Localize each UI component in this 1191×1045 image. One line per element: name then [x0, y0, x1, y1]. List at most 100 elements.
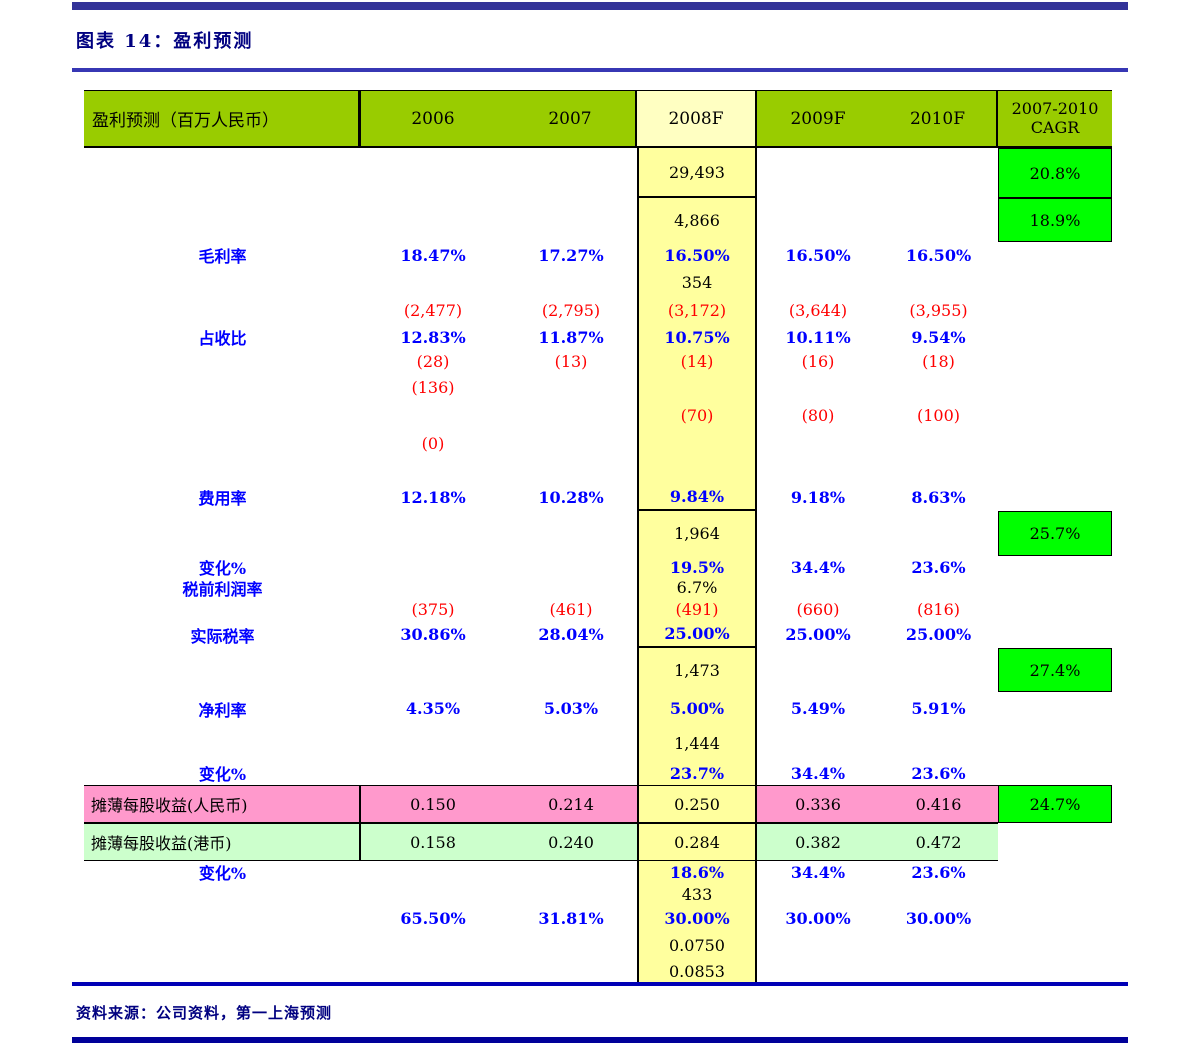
value-cell: 6.7% [637, 578, 757, 597]
cell-value: 354 [681, 272, 713, 292]
cell-value: (3,644) [788, 301, 848, 320]
value-cell: 11.87% [505, 325, 637, 349]
cell-value: (16) [801, 351, 835, 371]
value-cell [361, 458, 505, 483]
value-cell [361, 578, 505, 597]
table-row: 1,444 [84, 725, 1112, 761]
cell-value: (100) [916, 405, 961, 425]
cell-value: 16.50% [785, 245, 851, 265]
header-cell-2010f: 2010F [879, 91, 998, 146]
cagr-cell [998, 349, 1112, 373]
cell-value: 9.84% [669, 486, 725, 506]
cell-value: (491) [675, 599, 719, 619]
cagr-cell [998, 905, 1112, 932]
cell-value: 0.240 [548, 832, 594, 852]
header-cell-2006: 2006 [361, 91, 505, 146]
value-cell: 0.382 [757, 823, 879, 861]
cell-value: 1,444 [674, 733, 720, 753]
row-label-cell: 变化% [84, 761, 361, 785]
value-cell [505, 958, 637, 985]
cell-value: 30.86% [400, 625, 466, 644]
cell-value: 0.284 [674, 832, 720, 852]
value-cell [637, 458, 757, 483]
table-row: 摊薄每股收益(人民币) 0.150 0.214 0.250 0.336 0.416 24.7… [84, 785, 1112, 823]
cell-value: 5.49% [790, 699, 846, 718]
row-label-cell: 净利率 [84, 692, 361, 725]
row-label: 费用率 [198, 489, 247, 508]
cell-value: (14) [680, 351, 714, 371]
value-cell: 0.250 [637, 785, 757, 823]
cell-value: (375) [411, 599, 455, 619]
value-cell: 354 [637, 268, 757, 296]
value-cell [879, 373, 998, 401]
value-cell: 29,493 [637, 148, 757, 198]
value-cell: 17.27% [505, 242, 637, 268]
table-row: 占收比 12.83% 11.87% 10.75% 10.11% 9.54% [84, 325, 1112, 349]
row-label-cell [84, 883, 361, 905]
cell-value: 23.7% [669, 763, 725, 783]
value-cell: 23.6% [879, 861, 998, 883]
cell-value: 433 [681, 884, 713, 904]
row-label-cell: 实际税率 [84, 621, 361, 648]
value-cell [361, 932, 505, 958]
cagr-highlight-cell: 24.7% [998, 785, 1112, 823]
table-row [84, 458, 1112, 483]
table-row: 变化% 23.7% 34.4% 23.6% [84, 761, 1112, 785]
cell-value: 18.47% [400, 245, 466, 265]
value-cell: 23.6% [879, 761, 998, 785]
cagr-cell [998, 861, 1112, 883]
row-label: 摊薄每股收益(港币) [91, 834, 232, 853]
value-cell: (80) [757, 401, 879, 429]
value-cell: 5.03% [505, 692, 637, 725]
cell-value: (0) [421, 434, 445, 453]
table-row: 净利率 4.35% 5.03% 5.00% 5.49% 5.91% [84, 692, 1112, 725]
row-label-cell: 税前利润率 [84, 578, 361, 598]
row-label-cell [84, 725, 361, 761]
value-cell [505, 883, 637, 905]
header-cell-cagr: 2007-2010 CAGR [998, 91, 1112, 146]
value-cell [505, 373, 637, 401]
row-label-cell [84, 648, 361, 692]
value-cell [505, 556, 637, 578]
cell-value: 1,964 [674, 524, 720, 543]
value-cell: 0.240 [505, 823, 637, 861]
value-cell: 4,866 [637, 198, 757, 242]
cell-value: (3,955) [909, 301, 968, 320]
cagr-cell: 27.4% [998, 648, 1112, 692]
value-cell: (14) [637, 349, 757, 373]
value-cell [757, 725, 879, 761]
cell-value: 25.00% [905, 625, 972, 644]
cell-value: 34.4% [790, 763, 846, 783]
value-cell: (16) [757, 349, 879, 373]
cell-value: 30.00% [785, 909, 851, 928]
value-cell [505, 401, 637, 429]
value-cell: (18) [879, 349, 998, 373]
value-cell: 25.00% [757, 621, 879, 648]
value-cell: 0.158 [361, 823, 505, 861]
row-label-cell [84, 905, 361, 932]
value-cell: 4.35% [361, 692, 505, 725]
value-cell: 23.7% [637, 761, 757, 785]
cagr-cell [998, 556, 1112, 578]
value-cell: 0.0750 [637, 932, 757, 958]
value-cell: (28) [361, 349, 505, 373]
value-cell: (3,172) [637, 296, 757, 325]
row-label: 实际税率 [190, 626, 255, 646]
cell-value: (3,172) [667, 301, 727, 320]
cell-value: 12.83% [400, 327, 466, 347]
cagr-highlight-cell: 25.7% [998, 511, 1112, 556]
cell-value: 4.35% [405, 699, 461, 718]
cell-value: (80) [801, 405, 835, 425]
value-cell [757, 429, 879, 458]
row-label-cell [84, 268, 361, 296]
value-cell [757, 268, 879, 296]
value-cell: (136) [361, 373, 505, 401]
value-cell [879, 932, 998, 958]
cagr-cell [998, 401, 1112, 429]
cagr-cell [998, 325, 1112, 349]
cell-value: 6.7% [676, 578, 718, 597]
row-label-cell: 变化% [84, 861, 361, 883]
cell-value: 12.18% [400, 487, 466, 507]
value-cell: 30.86% [361, 621, 505, 648]
